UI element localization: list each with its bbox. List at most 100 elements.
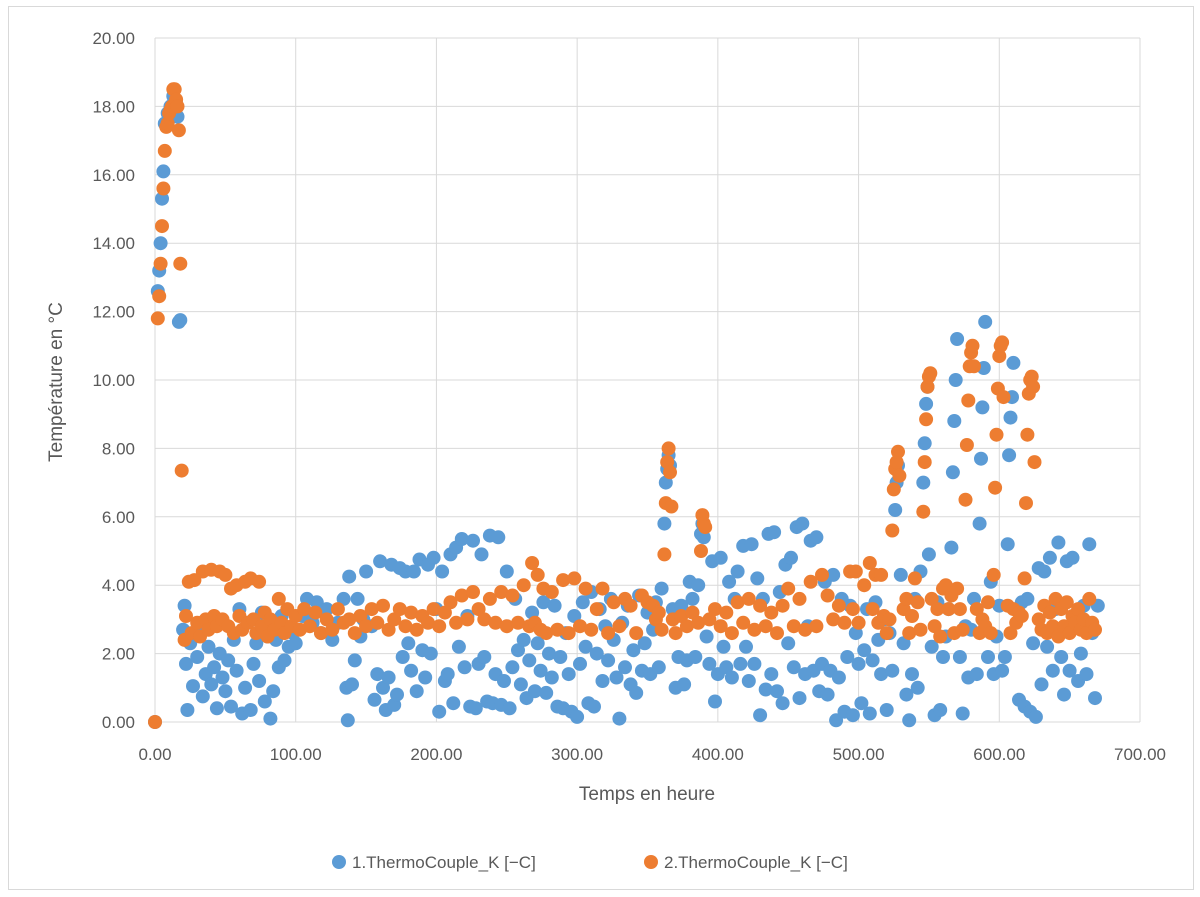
data-point [758, 619, 773, 634]
data-point [879, 626, 894, 641]
data-point [297, 602, 312, 617]
data-point [831, 598, 846, 613]
data-point [530, 636, 545, 651]
x-tick-label: 300.00 [551, 745, 603, 764]
data-point [902, 713, 917, 728]
data-point [955, 706, 970, 721]
data-point [505, 660, 520, 675]
data-point [516, 632, 531, 647]
data-point [730, 564, 745, 579]
data-point [238, 680, 253, 695]
data-point [924, 639, 939, 654]
data-point [829, 713, 844, 728]
data-point [556, 573, 571, 588]
data-point [741, 674, 756, 688]
data-point [373, 554, 388, 569]
data-point [930, 602, 945, 617]
data-point [938, 578, 953, 593]
data-point [654, 622, 669, 637]
data-point [466, 585, 480, 599]
data-point [716, 639, 731, 654]
data-point [308, 605, 323, 620]
data-point [674, 598, 689, 613]
y-axis-title: Température en °C [46, 302, 67, 462]
data-point [575, 595, 590, 610]
data-point [511, 615, 525, 630]
y-tick-label: 6.00 [102, 508, 135, 527]
data-point [263, 711, 278, 726]
data-point [457, 660, 472, 675]
data-point [958, 492, 973, 507]
data-point [1020, 591, 1035, 606]
data-point [204, 677, 219, 692]
data-point [941, 602, 956, 617]
data-point [167, 82, 182, 97]
y-tick-label: 2.00 [102, 645, 135, 664]
data-point [218, 684, 233, 699]
data-point [1062, 663, 1077, 678]
data-point [1045, 663, 1060, 678]
data-point [319, 602, 334, 617]
data-point [243, 703, 258, 717]
data-point [857, 643, 872, 658]
x-axis-ticks: 0.00 100.00 200.00 300.00 400.00 500.00 600.00… [138, 745, 1166, 764]
data-point [157, 143, 172, 158]
data-point [1082, 591, 1097, 606]
data-point [989, 427, 1004, 442]
data-point [390, 687, 404, 702]
data-point [848, 564, 863, 579]
data-point [902, 626, 917, 641]
y-tick-label: 18.00 [92, 97, 135, 116]
data-point [392, 602, 407, 617]
data-point [271, 591, 286, 606]
data-point [719, 605, 734, 620]
data-point [499, 619, 514, 634]
data-point [899, 687, 914, 702]
x-tick-label: 500.00 [833, 745, 885, 764]
data-point [699, 629, 714, 644]
data-point [862, 556, 877, 570]
data-point [609, 670, 624, 685]
data-point [618, 660, 632, 675]
legend-marker-series-2 [644, 855, 658, 869]
data-point [215, 670, 230, 685]
data-point [851, 615, 866, 630]
data-point [187, 573, 202, 588]
data-point [1057, 687, 1071, 702]
data-point [266, 684, 281, 699]
data-point [919, 396, 934, 411]
data-point [547, 598, 562, 613]
data-point [815, 567, 829, 582]
data-point [837, 615, 852, 630]
data-point [713, 619, 728, 634]
data-point [426, 602, 441, 617]
data-point [190, 650, 205, 664]
data-point [421, 615, 435, 630]
data-point [179, 656, 193, 671]
data-point [1020, 427, 1035, 442]
data-point [347, 626, 362, 641]
data-point [792, 691, 807, 706]
data-point [1082, 537, 1097, 552]
data-point [567, 571, 582, 586]
data-point [494, 585, 509, 599]
data-point [499, 564, 514, 579]
data-point [201, 639, 216, 654]
data-point [221, 653, 236, 668]
data-point [933, 629, 948, 644]
data-point [831, 670, 846, 685]
data-point [924, 591, 939, 606]
data-point [651, 605, 666, 620]
data-point [809, 530, 824, 545]
data-point [350, 591, 365, 606]
data-point [466, 533, 480, 548]
data-point [454, 532, 469, 546]
data-point [477, 612, 492, 627]
data-point [952, 650, 967, 664]
data-point [764, 667, 779, 682]
legend-marker-series-1 [332, 855, 346, 869]
data-point [744, 537, 759, 552]
data-point [969, 602, 984, 617]
data-point [874, 567, 889, 582]
